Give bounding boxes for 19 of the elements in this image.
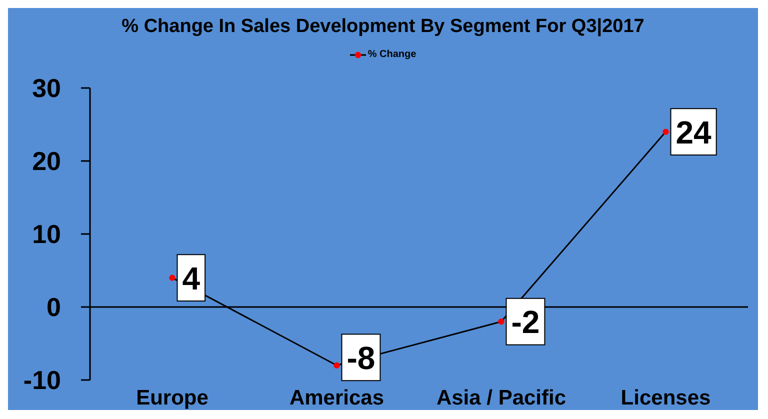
legend-label: % Change (368, 49, 416, 61)
data-label: 24 (676, 114, 712, 150)
chart-title: % Change In Sales Development By Segment For Q3|2017 (120, 16, 646, 38)
y-tick-label: -10 (23, 365, 61, 396)
y-tick-label: 20 (32, 146, 61, 176)
x-tick-label: Licenses (620, 386, 711, 410)
y-tick-label: 0 (46, 292, 61, 322)
y-tick-label: 10 (32, 219, 61, 250)
x-tick-label: Europe (136, 386, 208, 410)
point (498, 318, 504, 325)
point (334, 362, 340, 368)
y-tick-label: 30 (32, 73, 61, 104)
data-label: 4 (182, 260, 200, 296)
data-label: -2 (511, 304, 540, 340)
x-tick-label: Asia / Pacific (436, 386, 566, 410)
data-label: -8 (346, 340, 376, 376)
x-tick-label: Americas (289, 386, 384, 410)
point (662, 128, 669, 135)
point (169, 274, 176, 281)
